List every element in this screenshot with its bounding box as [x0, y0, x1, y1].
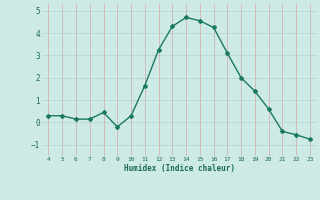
X-axis label: Humidex (Indice chaleur): Humidex (Indice chaleur) [124, 164, 235, 173]
